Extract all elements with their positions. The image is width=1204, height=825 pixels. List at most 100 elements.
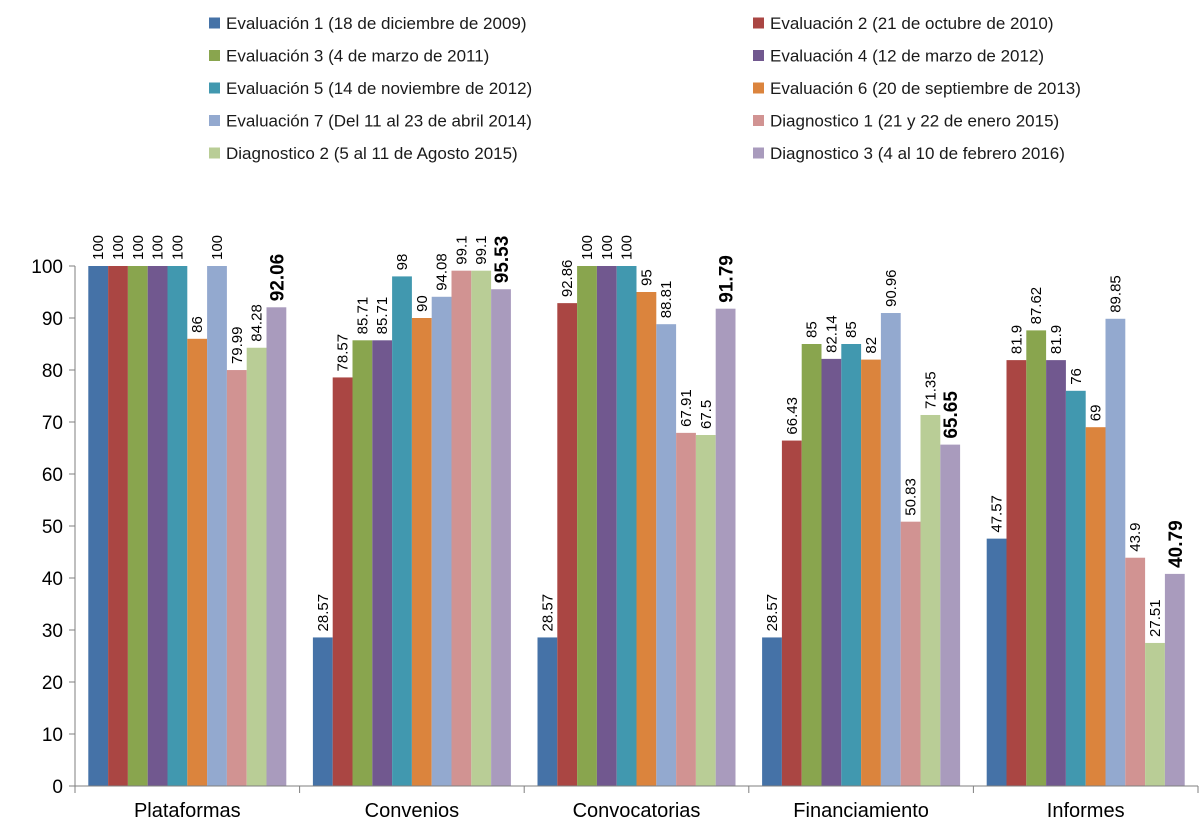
y-tick-label: 70 [42, 413, 63, 434]
bar-convenios-s5 [392, 276, 412, 786]
legend-item-7: Evaluación 7 (Del 11 al 23 de abril 2014… [209, 112, 532, 131]
legend-swatch [209, 147, 220, 159]
data-label-convenios-s9: 99.1 [473, 235, 490, 264]
data-label-informes-s2: 81.9 [1008, 325, 1025, 354]
legend-swatch [753, 115, 764, 126]
legend-item-3: Evaluación 3 (4 de marzo de 2011) [209, 47, 489, 66]
legend-label: Evaluación 6 (20 de septiembre de 2013) [770, 79, 1081, 98]
bar-informes-s5 [1065, 390, 1086, 786]
legend-label: Evaluación 4 (12 de marzo de 2012) [770, 47, 1044, 66]
data-label-convocatorias-s3: 100 [579, 235, 596, 260]
y-tick-label: 0 [52, 777, 63, 798]
bar-informes-s1 [986, 538, 1007, 786]
legend-label: Evaluación 1 (18 de diciembre de 2009) [226, 14, 527, 33]
data-label-financiamiento-s8: 50.83 [903, 478, 920, 516]
bar-plataformas-s10 [266, 307, 287, 786]
data-label-informes-s7: 89.85 [1107, 275, 1124, 313]
bar-convocatorias-s2 [557, 303, 578, 786]
bar-series-group [88, 266, 1185, 786]
legend-item-6: Evaluación 6 (20 de septiembre de 2013) [753, 79, 1081, 98]
bar-convenios-s6 [411, 318, 432, 786]
data-label-plataformas-s3: 100 [130, 235, 147, 260]
data-label-convocatorias-s2: 92.86 [559, 260, 576, 298]
data-label-plataformas-s10: 92.06 [267, 254, 288, 302]
bar-convocatorias-s1 [537, 637, 558, 786]
data-label-financiamiento-s4: 82.14 [823, 315, 840, 353]
y-tick-label: 30 [42, 621, 63, 642]
y-tick-label: 50 [42, 517, 63, 538]
bar-informes-s7 [1105, 318, 1126, 786]
bar-convenios-s10 [491, 289, 511, 786]
legend-swatch [209, 115, 220, 126]
legend-item-8: Diagnostico 1 (21 y 22 de enero 2015) [753, 112, 1059, 131]
y-tick-label: 40 [42, 569, 63, 590]
bar-plataformas-s3 [127, 266, 148, 786]
bar-plataformas-s2 [108, 266, 128, 786]
data-label-financiamiento-s7: 90.96 [883, 269, 900, 307]
data-label-informes-s5: 76 [1068, 368, 1085, 385]
bar-convocatorias-s10 [715, 308, 736, 786]
data-label-financiamiento-s1: 28.57 [764, 594, 781, 632]
data-label-financiamiento-s10: 65.65 [941, 391, 962, 439]
y-tick-label: 100 [31, 257, 63, 278]
bar-convocatorias-s4 [596, 266, 617, 786]
legend-item-1: Evaluación 1 (18 de diciembre de 2009) [209, 14, 527, 33]
data-label-financiamiento-s3: 85 [804, 321, 821, 338]
legend-label: Evaluación 7 (Del 11 al 23 de abril 2014… [226, 112, 532, 131]
bar-financiamiento-s6 [861, 359, 881, 786]
data-label-convocatorias-s9: 67.5 [698, 400, 715, 429]
bar-plataformas-s1 [88, 266, 109, 786]
legend-swatch [753, 17, 764, 29]
data-label-convenios-s1: 28.57 [315, 594, 332, 632]
data-label-plataformas-s1: 100 [90, 235, 107, 260]
legend-item-2: Evaluación 2 (21 de octubre de 2010) [753, 14, 1054, 33]
legend-label: Evaluación 2 (21 de octubre de 2010) [770, 14, 1054, 33]
bar-convenios-s8 [451, 270, 472, 786]
data-label-financiamiento-s2: 66.43 [784, 397, 801, 435]
data-label-convocatorias-s10: 91.79 [717, 255, 738, 303]
data-label-plataformas-s7: 100 [209, 235, 226, 260]
bar-convenios-s3 [352, 340, 373, 786]
bar-convocatorias-s9 [695, 435, 716, 786]
data-label-plataformas-s9: 84.28 [249, 304, 266, 342]
bar-convenios-s4 [372, 340, 393, 786]
legend-item-5: Evaluación 5 (14 de noviembre de 2012) [209, 79, 532, 98]
bar-plataformas-s6 [187, 338, 208, 786]
legend-swatch [209, 82, 220, 94]
data-label-convenios-s5: 98 [394, 254, 411, 271]
bar-convocatorias-s8 [676, 432, 696, 786]
data-label-convocatorias-s5: 100 [619, 235, 636, 260]
bar-financiamiento-s7 [880, 313, 901, 786]
bar-plataformas-s8 [226, 370, 247, 786]
bar-convocatorias-s5 [616, 266, 637, 786]
legend-label: Diagnostico 2 (5 al 11 de Agosto 2015) [226, 144, 518, 163]
bar-informes-s3 [1026, 330, 1047, 786]
bar-informes-s2 [1006, 360, 1027, 786]
data-label-informes-s4: 81.9 [1048, 325, 1065, 354]
bar-convenios-s9 [471, 270, 492, 786]
data-labels: 100 100 100 100 1008610079.9984.2892.0628.57… [90, 235, 1187, 637]
bar-convocatorias-s6 [636, 292, 657, 786]
data-label-informes-s6: 69 [1088, 405, 1105, 422]
data-label-plataformas-s4: 100 [150, 235, 167, 260]
data-label-plataformas-s6: 86 [189, 316, 206, 333]
bar-financiamiento-s8 [900, 521, 921, 786]
data-label-financiamiento-s6: 82 [863, 337, 880, 354]
bar-plataformas-s7 [207, 266, 227, 786]
legend-swatch [209, 17, 220, 29]
data-label-convenios-s8: 99.1 [453, 235, 470, 264]
y-tick-label: 90 [42, 309, 63, 330]
chart-legend: Evaluación 1 (18 de diciembre de 2009) Ev… [209, 14, 1081, 163]
legend-swatch [753, 82, 764, 94]
legend-label: Evaluación 3 (4 de marzo de 2011) [226, 47, 489, 66]
category-label-convenios: Convenios [365, 800, 460, 822]
bar-informes-s10 [1164, 573, 1185, 786]
bar-financiamiento-s1 [762, 637, 782, 786]
bar-informes-s9 [1145, 642, 1165, 786]
bar-convocatorias-s3 [577, 266, 597, 786]
data-label-convocatorias-s8: 67.91 [678, 389, 695, 427]
legend-swatch [753, 147, 764, 159]
legend-label: Evaluación 5 (14 de noviembre de 2012) [226, 79, 532, 98]
bar-informes-s8 [1125, 557, 1146, 786]
category-label-plataformas: Plataformas [134, 800, 241, 822]
